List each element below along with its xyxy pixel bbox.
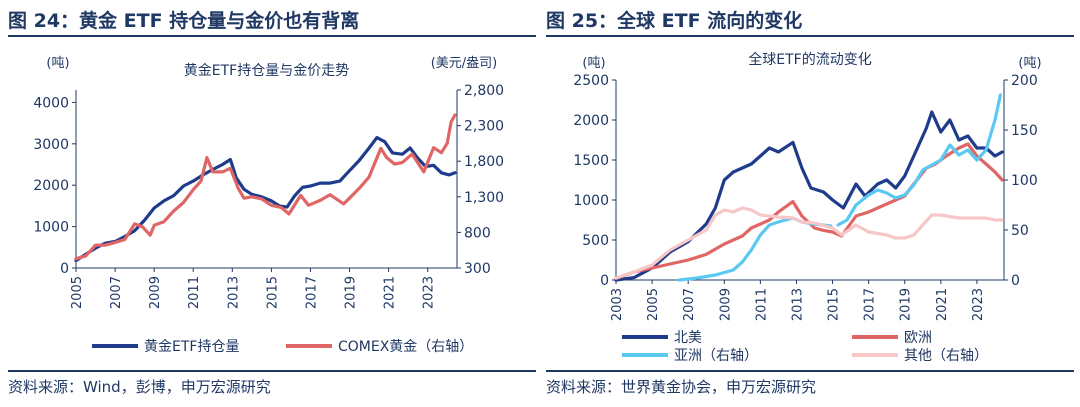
left-chart-title: 黄金ETF持仓量与金价走势 <box>184 62 349 79</box>
figure-25-title: 图 25：全球 ETF 流向的变化 <box>546 10 803 32</box>
left-x-tick-label: 2007 <box>109 276 124 309</box>
right-x-tick-label: 2003 <box>610 288 625 321</box>
right-x-tick-label: 2015 <box>827 288 842 321</box>
left-x-tick-label: 2019 <box>344 276 359 309</box>
left-legend-label: 黄金ETF持仓量 <box>144 338 239 355</box>
right-x-tick-label: 2021 <box>935 288 950 321</box>
right-y2-tick-label: 50 <box>1011 223 1029 239</box>
left-x-tick-label: 2017 <box>304 276 319 309</box>
left-y2-tick-label: 300 <box>464 261 491 277</box>
right-series-line-1 <box>614 142 1004 280</box>
left-y2-tick-label: 1,300 <box>464 190 504 206</box>
left-x-tick-label: 2011 <box>187 276 202 309</box>
right-series-line-3 <box>836 93 1002 227</box>
figure-25-source: 资料来源：世界黄金协会，申万宏源研究 <box>546 378 817 396</box>
left-y2-tick-label: 800 <box>464 225 491 241</box>
left-legend-label: COMEX黄金（右轴） <box>338 338 473 355</box>
right-x-tick-label: 2011 <box>754 288 769 321</box>
figure-24-panel: 图 24：黄金 ETF 持仓量与金价也有背离 黄金ETF持仓量与金价走势 (吨) (… <box>8 0 536 407</box>
left-x-tick-label: 2013 <box>226 276 241 309</box>
left-x-tick-label: 2021 <box>383 276 398 309</box>
right-chart-title: 全球ETF的流动变化 <box>748 51 871 68</box>
left-right-unit: (美元/盎司) <box>431 56 498 71</box>
right-y-tick-label: 1500 <box>573 153 609 169</box>
right-x-tick-label: 2007 <box>682 288 697 321</box>
right-y2-tick-label: 150 <box>1011 123 1038 139</box>
left-y-tick-label: 4000 <box>33 95 69 111</box>
right-x-tick-label: 2013 <box>790 288 805 321</box>
left-series-line-0 <box>74 136 457 263</box>
figure-25-panel: 图 25：全球 ETF 流向的变化 全球ETF的流动变化 (吨) (吨) 0 500 10… <box>546 0 1074 407</box>
right-right-unit: (吨) <box>1018 56 1041 71</box>
right-x-tick-label: 2019 <box>899 288 914 321</box>
right-x-tick-label: 2005 <box>646 288 661 321</box>
right-legend-label: 其他（右轴） <box>904 348 988 364</box>
right-y2-tick-label: 100 <box>1011 173 1038 189</box>
figure-25-chart: 全球ETF的流动变化 (吨) (吨) 0 500 1000 1500 2000 2500 0 50 1… <box>573 51 1041 364</box>
right-x-tick-label: 2017 <box>863 288 878 321</box>
right-left-unit: (吨) <box>582 56 605 71</box>
left-y2-tick-label: 2,800 <box>464 83 504 99</box>
right-y-tick-label: 1000 <box>573 193 609 209</box>
right-series-line-0 <box>614 110 1004 282</box>
figure-24-source: 资料来源：Wind，彭博，申万宏源研究 <box>8 378 271 396</box>
right-y2-tick-label: 0 <box>1011 273 1020 289</box>
figure-24-chart: 黄金ETF持仓量与金价走势 (吨) (美元/盎司) 0 1000 2000 3000 4000… <box>33 56 504 355</box>
left-y2-tick-label: 2,300 <box>464 119 504 135</box>
left-left-unit: (吨) <box>46 56 69 71</box>
left-series-line-1 <box>74 113 457 261</box>
left-y-tick-label: 1000 <box>33 220 69 236</box>
left-x-tick-label: 2015 <box>265 276 280 309</box>
right-y-tick-label: 2000 <box>573 113 609 129</box>
left-y-tick-label: 2000 <box>33 178 69 194</box>
figure-24-bottom-rule <box>8 370 536 372</box>
left-y-tick-label: 0 <box>60 261 69 277</box>
left-x-tick-label: 2009 <box>148 276 163 309</box>
right-series-line-4 <box>614 206 1004 280</box>
left-x-tick-label: 2005 <box>70 276 85 309</box>
right-y-tick-label: 2500 <box>573 73 609 89</box>
right-legend-label: 亚洲（右轴） <box>674 348 758 364</box>
right-x-tick-label: 2009 <box>718 288 733 321</box>
left-y2-tick-label: 1,800 <box>464 154 504 170</box>
left-y-tick-label: 3000 <box>33 137 69 153</box>
figure-25-top-rule <box>546 35 1074 37</box>
right-y-tick-label: 0 <box>600 273 609 289</box>
right-x-tick-label: 2023 <box>971 288 986 321</box>
right-y-tick-label: 500 <box>582 233 609 249</box>
right-legend-label: 欧洲 <box>904 330 932 346</box>
right-legend-label: 北美 <box>674 330 702 346</box>
right-y2-tick-label: 200 <box>1011 73 1038 89</box>
figure-24-top-rule <box>8 35 536 37</box>
figure-24-title: 图 24：黄金 ETF 持仓量与金价也有背离 <box>8 10 360 32</box>
left-x-tick-label: 2023 <box>422 276 437 309</box>
figure-25-bottom-rule <box>546 370 1074 372</box>
